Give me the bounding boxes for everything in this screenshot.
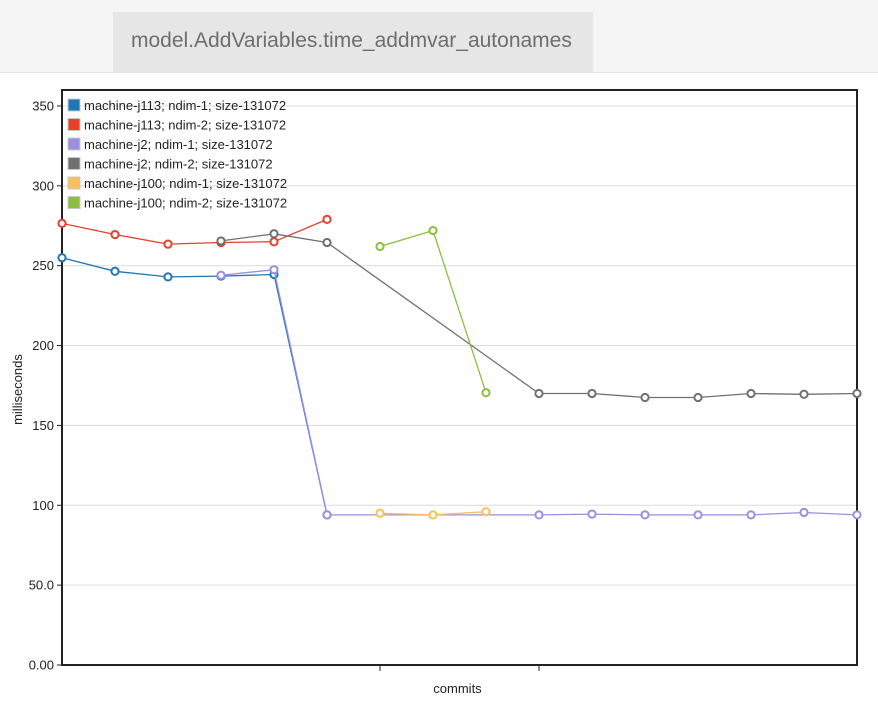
y-tick-label: 150 <box>32 418 54 433</box>
series-line <box>220 233 858 399</box>
data-point[interactable] <box>746 510 756 520</box>
benchmark-title-tab[interactable]: model.AddVariables.time_addmvar_autoname… <box>113 12 593 72</box>
legend-swatch <box>67 137 81 151</box>
series-line <box>220 268 858 516</box>
legend-swatch <box>67 176 81 190</box>
legend-item[interactable]: machine-j113; ndim-2; size-131072 <box>67 118 286 133</box>
data-point[interactable] <box>481 507 491 517</box>
series-line <box>61 257 328 516</box>
data-point[interactable] <box>269 265 279 275</box>
y-axis-label: milliseconds <box>10 354 25 425</box>
y-tick-label: 200 <box>32 338 54 353</box>
data-point[interactable] <box>269 229 279 239</box>
data-point[interactable] <box>375 241 385 252</box>
data-point[interactable] <box>57 253 67 263</box>
legend-label: machine-j2; ndim-1; size-131072 <box>84 137 273 152</box>
legend-swatch <box>67 157 81 170</box>
data-point[interactable] <box>693 392 703 403</box>
series-line <box>61 218 328 245</box>
data-point[interactable] <box>852 388 862 399</box>
legend-item[interactable]: machine-j113; ndim-1; size-131072 <box>67 98 286 113</box>
data-point[interactable] <box>587 509 597 519</box>
legend-item[interactable]: machine-j100; ndim-1; size-131072 <box>67 176 287 191</box>
series-2 <box>57 214 332 249</box>
y-tick-label: 250 <box>32 258 54 273</box>
y-tick-label: 50.0 <box>29 578 54 593</box>
plot-frame <box>61 89 858 666</box>
data-point[interactable] <box>640 392 650 403</box>
legend-label: machine-j113; ndim-2; size-131072 <box>84 118 286 133</box>
legend: machine-j113; ndim-1; size-131072 machine… <box>67 98 287 211</box>
legend-label: machine-j113; ndim-1; size-131072 <box>84 98 286 113</box>
legend-swatch <box>67 98 81 112</box>
data-point[interactable] <box>163 272 173 282</box>
data-point[interactable] <box>534 388 544 399</box>
data-point[interactable] <box>799 507 809 518</box>
data-point[interactable] <box>322 214 332 224</box>
data-point[interactable] <box>428 225 438 236</box>
data-point[interactable] <box>322 510 332 520</box>
legend-label: machine-j100; ndim-2; size-131072 <box>84 196 287 211</box>
y-axis-ticks: 0.00 50.0 100 150 200 250 300 350 <box>29 98 62 673</box>
y-tick-label: 300 <box>32 178 54 193</box>
data-point[interactable] <box>799 389 809 399</box>
series-line <box>379 229 487 393</box>
data-point[interactable] <box>269 237 279 247</box>
data-point[interactable] <box>110 266 120 276</box>
data-point[interactable] <box>693 510 703 520</box>
top-bar: model.AddVariables.time_addmvar_autoname… <box>0 0 878 73</box>
data-point[interactable] <box>481 388 491 398</box>
series-6 <box>375 225 491 398</box>
legend-label: machine-j2; ndim-2; size-131072 <box>84 157 273 172</box>
series-group <box>57 214 862 520</box>
data-point[interactable] <box>110 229 120 240</box>
series-4 <box>216 229 862 403</box>
y-tick-label: 350 <box>32 98 54 113</box>
data-point[interactable] <box>163 239 173 249</box>
data-point[interactable] <box>57 218 67 228</box>
y-tick-label: 100 <box>32 498 54 513</box>
data-point[interactable] <box>216 270 226 280</box>
legend-item[interactable]: machine-j2; ndim-1; size-131072 <box>67 137 273 152</box>
data-point[interactable] <box>428 510 438 520</box>
x-axis-label: commits <box>433 681 482 696</box>
data-point[interactable] <box>216 236 226 246</box>
legend-item[interactable]: machine-j100; ndim-2; size-131072 <box>67 196 287 211</box>
data-point[interactable] <box>375 508 385 518</box>
data-point[interactable] <box>534 510 544 520</box>
benchmark-title: model.AddVariables.time_addmvar_autoname… <box>131 29 572 52</box>
y-tick-label: 0.00 <box>29 658 54 673</box>
legend-item[interactable]: machine-j2; ndim-2; size-131072 <box>67 157 273 172</box>
data-point[interactable] <box>587 388 597 399</box>
data-point[interactable] <box>852 510 862 520</box>
legend-label: machine-j100; ndim-1; size-131072 <box>84 176 287 191</box>
data-point[interactable] <box>322 237 332 248</box>
series-1 <box>57 253 332 520</box>
series-5 <box>375 507 491 520</box>
legend-swatch <box>67 118 81 131</box>
data-point[interactable] <box>746 388 756 399</box>
legend-swatch <box>67 196 81 209</box>
data-point[interactable] <box>640 510 650 520</box>
series-3 <box>216 265 862 520</box>
